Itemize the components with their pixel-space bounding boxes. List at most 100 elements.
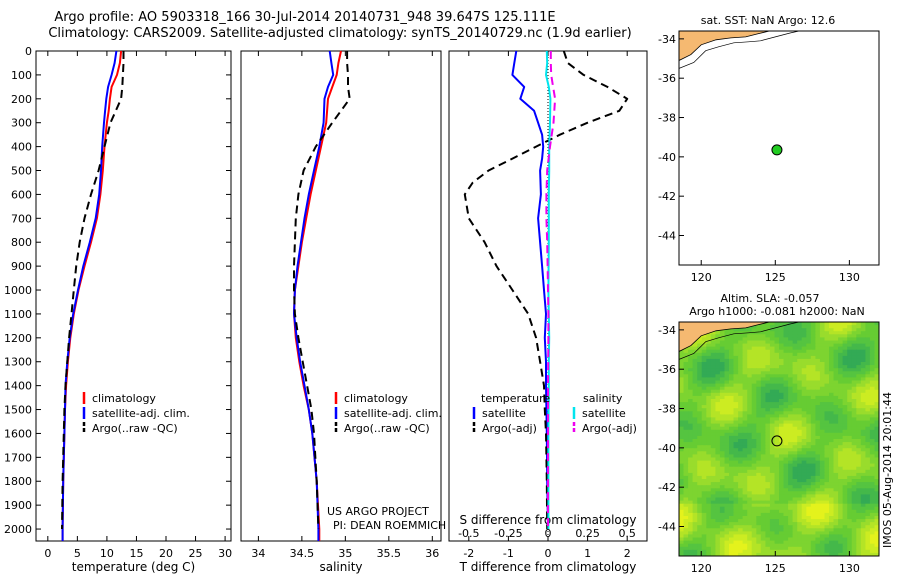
- altimetry-map-heat-cell: [747, 408, 753, 412]
- altimetry-map-heat-cell: [719, 512, 725, 517]
- altimetry-map-heat-cell: [797, 522, 803, 526]
- altimetry-map-heat-cell: [701, 503, 707, 508]
- altimetry-map-heat-cell: [829, 349, 835, 354]
- altimetry-map-heat-cell: [701, 454, 707, 459]
- altimetry-map-heat-cell: [756, 343, 762, 348]
- altimetry-map-heat-cell: [824, 442, 830, 446]
- altimetry-map-heat-cell: [806, 463, 812, 468]
- altimetry-map-heat-cell: [829, 362, 835, 366]
- altimetry-map-heat-cell: [769, 349, 775, 354]
- altimetry-map-heat-cell: [779, 512, 785, 517]
- altimetry-map-heat-cell: [788, 534, 794, 539]
- altimetry-map-heat-cell: [710, 494, 716, 499]
- altimetry-map-heat-cell: [851, 500, 857, 505]
- salinity-legend-label: climatology: [344, 392, 408, 405]
- altimetry-map-heat-cell: [815, 482, 821, 486]
- altimetry-map-heat-cell: [869, 543, 875, 548]
- altimetry-map-heat-cell: [806, 358, 812, 363]
- altimetry-map-heat-cell: [747, 358, 753, 363]
- altimetry-map-xtick-label: 130: [839, 562, 860, 575]
- altimetry-map-heat-cell: [760, 448, 766, 452]
- altimetry-map-heat-cell: [679, 435, 685, 440]
- altimetry-map-heat-cell: [774, 509, 780, 514]
- altimetry-map-heat-cell: [810, 337, 816, 342]
- altimetry-map-heat-cell: [788, 522, 794, 526]
- altimetry-map-heat-cell: [797, 457, 803, 462]
- altimetry-map-heat-cell: [824, 463, 830, 468]
- altimetry-map-heat-cell: [810, 442, 816, 446]
- altimetry-map-heat-cell: [683, 475, 689, 480]
- altimetry-map-heat-cell: [792, 525, 798, 529]
- altimetry-map-heat-cell: [819, 546, 825, 551]
- altimetry-map-heat-cell: [710, 349, 716, 354]
- altimetry-map-heat-cell: [747, 355, 753, 360]
- altimetry-map-heat-cell: [701, 460, 707, 465]
- altimetry-map-heat-cell: [874, 528, 879, 532]
- altimetry-map-heat-cell: [710, 420, 716, 425]
- altimetry-map-heat-cell: [797, 552, 803, 556]
- altimetry-map-heat-cell: [806, 334, 812, 338]
- altimetry-map-heat-cell: [774, 451, 780, 455]
- altimetry-map-heat-cell: [851, 491, 857, 495]
- altimetry-map-heat-cell: [774, 374, 780, 378]
- altimetry-map-heat-cell: [765, 500, 771, 505]
- altimetry-map-heat-cell: [783, 426, 789, 431]
- altimetry-map-heat-cell: [760, 497, 766, 502]
- altimetry-map-heat-cell: [733, 503, 739, 508]
- altimetry-map-heat-cell: [865, 432, 871, 437]
- altimetry-map-heat-cell: [756, 334, 762, 338]
- altimetry-map-heat-cell: [765, 460, 771, 465]
- altimetry-map-heat-cell: [824, 509, 830, 514]
- altimetry-map-heat-cell: [692, 479, 698, 483]
- altimetry-map-heat-cell: [733, 439, 739, 443]
- altimetry-map-heat-cell: [801, 380, 807, 385]
- altimetry-map-heat-cell: [810, 423, 816, 428]
- altimetry-map-heat-cell: [683, 472, 689, 477]
- altimetry-map-heat-cell: [842, 457, 848, 462]
- altimetry-map-heat-cell: [719, 448, 725, 452]
- altimetry-map-heat-cell: [783, 392, 789, 397]
- altimetry-map-heat-cell: [742, 374, 748, 378]
- altimetry-map-heat-cell: [788, 408, 794, 412]
- altimetry-map-heat-cell: [756, 340, 762, 345]
- altimetry-map-heat-cell: [797, 482, 803, 486]
- altimetry-map-heat-cell: [760, 512, 766, 517]
- altimetry-map-heat-cell: [679, 479, 685, 483]
- altimetry-map-heat-cell: [779, 399, 785, 403]
- altimetry-map-heat-cell: [792, 337, 798, 342]
- altimetry-map-heat-cell: [792, 368, 798, 372]
- altimetry-map-heat-cell: [874, 334, 879, 338]
- altimetry-map-heat-cell: [833, 414, 839, 419]
- altimetry-map-heat-cell: [719, 343, 725, 348]
- altimetry-map-heat-cell: [706, 435, 712, 440]
- altimetry-map-heat-cell: [838, 383, 844, 388]
- altimetry-map-heat-cell: [769, 362, 775, 366]
- altimetry-map-heat-cell: [824, 519, 830, 523]
- altimetry-map-heat-cell: [792, 466, 798, 471]
- altimetry-map-heat-cell: [860, 380, 866, 385]
- altimetry-map-heat-cell: [706, 549, 712, 554]
- altimetry-map-heat-cell: [788, 420, 794, 425]
- altimetry-map-heat-cell: [751, 358, 757, 363]
- altimetry-map-heat-cell: [719, 482, 725, 486]
- altimetry-map-heat-cell: [701, 365, 707, 369]
- altimetry-map-heat-cell: [729, 525, 735, 529]
- altimetry-map-heat-cell: [733, 374, 739, 378]
- altimetry-map-heat-cell: [856, 454, 862, 459]
- altimetry-map-heat-cell: [851, 371, 857, 375]
- altimetry-map-heat-cell: [729, 362, 735, 366]
- altimetry-map-heat-cell: [683, 516, 689, 520]
- altimetry-map-heat-cell: [797, 386, 803, 391]
- altimetry-map-heat-cell: [742, 362, 748, 366]
- altimetry-map-heat-cell: [838, 497, 844, 502]
- altimetry-map-heat-cell: [788, 402, 794, 406]
- altimetry-map-heat-cell: [860, 358, 866, 363]
- altimetry-map-heat-cell: [801, 389, 807, 394]
- altimetry-map-heat-cell: [719, 420, 725, 425]
- altimetry-map-heat-cell: [701, 371, 707, 375]
- altimetry-map-heat-cell: [788, 383, 794, 388]
- altimetry-map-heat-cell: [810, 528, 816, 532]
- altimetry-map-heat-cell: [801, 358, 807, 363]
- altimetry-map-heat-cell: [801, 383, 807, 388]
- altimetry-map-heat-cell: [747, 380, 753, 385]
